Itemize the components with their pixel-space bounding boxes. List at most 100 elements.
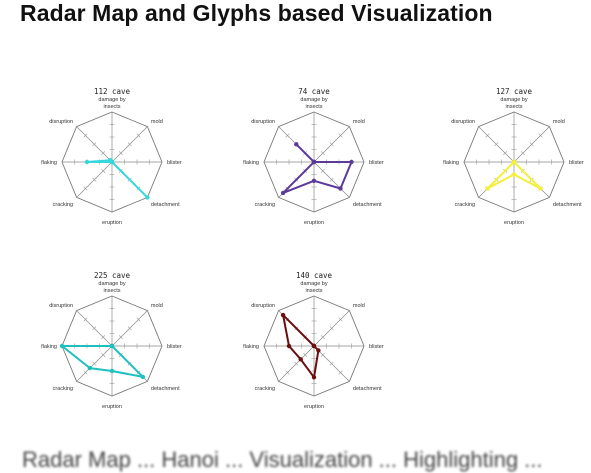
axis-label: detachment — [151, 386, 180, 392]
radar-tick — [329, 326, 334, 331]
data-point — [109, 343, 115, 349]
radar-tick — [329, 177, 334, 182]
data-point — [140, 374, 146, 380]
axis-label: damage by — [300, 281, 327, 287]
radar-tick — [83, 133, 88, 138]
axis-label: blister — [569, 160, 584, 166]
radar-tick — [285, 133, 290, 138]
data-point — [311, 375, 317, 380]
data-point — [511, 159, 517, 165]
page-title: Radar Map and Glyphs based Visualization — [20, 0, 493, 26]
axis-label: disruption — [49, 303, 73, 309]
radar-tick — [92, 326, 97, 331]
axis-label: detachment — [353, 202, 382, 208]
radar-tick — [118, 151, 123, 156]
axis-label: damage by — [98, 281, 125, 287]
axis-label: insects — [305, 288, 322, 294]
blurred-caption: Radar Map ... Hanoi ... Visualization ..… — [22, 447, 543, 472]
data-point — [485, 186, 490, 191]
axis-label: flaking — [41, 344, 57, 350]
axis-label: eruption — [304, 404, 324, 410]
axis-label: damage by — [500, 97, 527, 103]
data-point — [87, 365, 93, 371]
radar-tick — [303, 352, 308, 357]
axis-label: disruption — [451, 119, 475, 125]
radar-tick — [320, 151, 325, 156]
radar-tick — [329, 361, 334, 366]
axis-label: detachment — [151, 202, 180, 208]
radar-tick — [83, 317, 88, 322]
axis-label: cracking — [255, 202, 275, 208]
data-point — [280, 190, 286, 196]
radar-tick — [538, 133, 543, 138]
radar-tick — [101, 151, 106, 156]
axis-label: eruption — [504, 220, 524, 226]
data-point — [280, 312, 286, 318]
axis-label: cracking — [53, 202, 73, 208]
radar-tick — [485, 133, 490, 138]
radar-tick — [320, 335, 325, 340]
axis-label: blister — [167, 160, 182, 166]
radar-tick — [83, 186, 88, 191]
axis-label: mold — [151, 303, 163, 309]
chart-title: 112 cave — [94, 87, 131, 96]
series-line — [61, 345, 144, 378]
axis-label: flaking — [41, 160, 57, 166]
axis-label: disruption — [251, 119, 275, 125]
radar-tick — [92, 361, 97, 366]
radar-tick — [338, 317, 343, 322]
axis-label: flaking — [443, 160, 459, 166]
axis-label: flaking — [243, 344, 259, 350]
axis-label: insects — [103, 288, 120, 294]
axis-label: mold — [553, 119, 565, 125]
axis-label: cracking — [255, 386, 275, 392]
radar-tick — [520, 151, 525, 156]
radar-tick — [338, 370, 343, 375]
radar-tick — [529, 142, 534, 147]
data-point — [84, 159, 90, 165]
axis-label: blister — [369, 344, 384, 350]
radar-tick — [136, 317, 141, 322]
axis-label: disruption — [49, 119, 73, 125]
chart-title: 140 cave — [296, 271, 333, 280]
radar-tick — [285, 370, 290, 375]
radar-tick — [83, 370, 88, 375]
radar-tick — [338, 133, 343, 138]
radar-tick — [320, 168, 325, 173]
axis-label: insects — [305, 104, 322, 110]
axis-label: damage by — [98, 97, 125, 103]
axis-label: eruption — [304, 220, 324, 226]
data-point — [108, 158, 113, 163]
data-point — [316, 348, 321, 353]
axis-label: disruption — [251, 303, 275, 309]
axis-label: blister — [369, 160, 384, 166]
chart-title: 127 cave — [496, 87, 533, 96]
data-point — [311, 159, 317, 165]
axis-label: flaking — [243, 160, 259, 166]
data-point — [294, 142, 299, 147]
data-point — [349, 159, 354, 165]
chart-title: 225 cave — [94, 271, 131, 280]
axis-label: cracking — [53, 386, 73, 392]
axis-label: damage by — [300, 97, 327, 103]
axis-label: blister — [167, 344, 182, 350]
data-point — [109, 368, 115, 374]
radar-tick — [320, 352, 325, 357]
series-line — [282, 143, 353, 194]
data-point — [145, 195, 150, 200]
axis-label: eruption — [102, 404, 122, 410]
axis-label: mold — [151, 119, 163, 125]
chart-title: 74 cave — [298, 87, 330, 96]
radar-tick — [503, 151, 508, 156]
data-point — [538, 186, 543, 191]
radar-tick — [127, 326, 132, 331]
radar-tick — [118, 335, 123, 340]
axis-label: eruption — [102, 220, 122, 226]
radar-tick — [92, 142, 97, 147]
axis-label: mold — [353, 303, 365, 309]
